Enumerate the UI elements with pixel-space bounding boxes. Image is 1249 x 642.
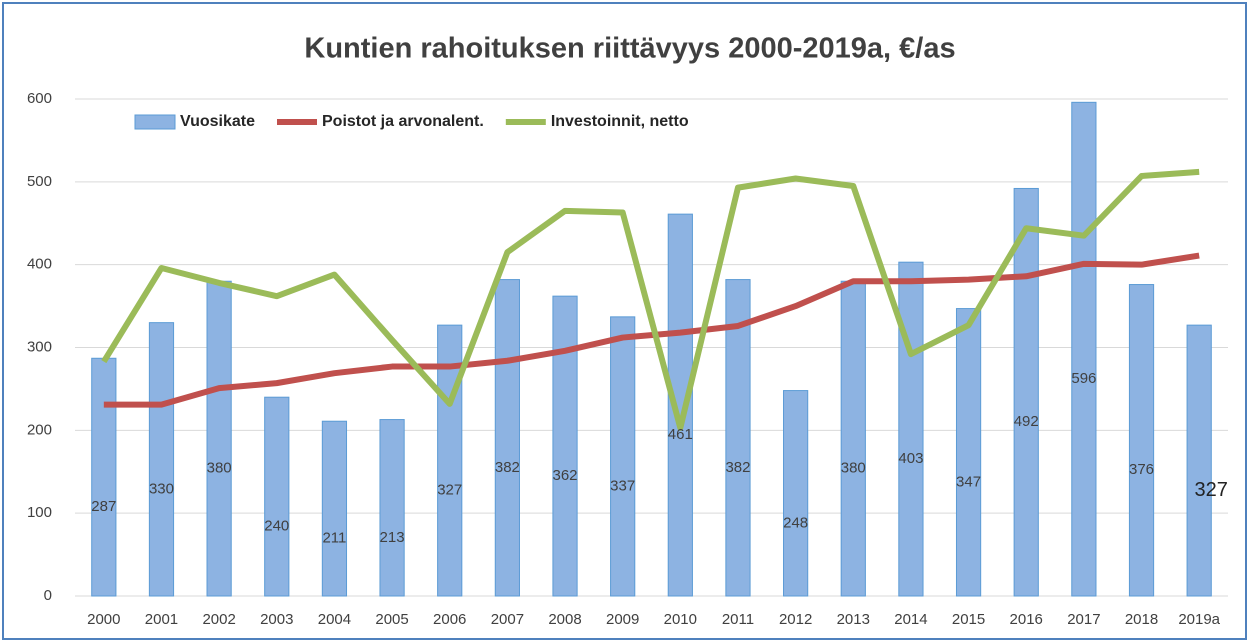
x-tick-label: 2010 [664, 611, 697, 628]
y-tick-label: 0 [44, 587, 52, 604]
bar [494, 279, 520, 597]
x-tick-label: 2013 [837, 611, 870, 628]
x-tick-label: 2008 [548, 611, 581, 628]
legend-swatch [134, 114, 176, 130]
bar [206, 280, 232, 597]
x-tick-label: 2004 [318, 611, 351, 628]
bar [955, 308, 982, 597]
data-label: 287 [91, 498, 116, 515]
bar [91, 357, 117, 597]
data-label: 382 [725, 459, 750, 476]
data-label: 596 [1071, 370, 1096, 387]
data-label: 327 [437, 482, 462, 499]
data-label: 248 [783, 514, 808, 531]
data-label: 211 [322, 530, 346, 547]
data-label: 327 [1194, 479, 1227, 501]
bar [1071, 101, 1097, 597]
data-label: 362 [553, 467, 578, 484]
x-tick-label: 2011 [722, 611, 754, 628]
bar [610, 316, 636, 597]
data-label: 376 [1129, 461, 1154, 478]
bar [898, 261, 924, 597]
data-label: 213 [380, 529, 405, 546]
y-tick-label: 300 [27, 338, 52, 355]
x-tick-label: 2007 [491, 611, 524, 628]
bar [783, 390, 809, 597]
x-tick-label: 2002 [202, 611, 235, 628]
x-tick-label: 2000 [87, 611, 120, 628]
data-label: 337 [610, 477, 635, 494]
y-tick-label: 100 [27, 504, 52, 521]
legend-label: Vuosikate [180, 113, 255, 130]
bar [1186, 324, 1212, 597]
y-tick-label: 400 [27, 256, 52, 273]
bar [840, 280, 866, 597]
bar [1013, 187, 1039, 597]
bar [725, 279, 751, 597]
x-tick-label: 2016 [1010, 611, 1043, 628]
x-tick-label: 2015 [952, 611, 985, 628]
line [103, 252, 1200, 408]
x-tick-label: 2017 [1067, 611, 1100, 628]
data-label: 330 [149, 480, 174, 497]
data-label: 240 [264, 518, 289, 535]
bar [437, 324, 463, 597]
x-tick-label: 2019a [1178, 611, 1220, 628]
data-label: 380 [841, 460, 866, 477]
legend-label: Poistot ja arvonalent. [322, 113, 484, 130]
x-tick-label: 2014 [894, 611, 927, 628]
data-label: 380 [207, 460, 232, 477]
x-tick-label: 2018 [1125, 611, 1158, 628]
x-tick-label: 2001 [145, 611, 178, 628]
data-label: 461 [668, 426, 693, 443]
data-label: 347 [956, 473, 981, 490]
x-tick-label: 2006 [433, 611, 466, 628]
bar [264, 396, 290, 597]
data-label: 403 [898, 450, 923, 467]
legend-label: Investoinnit, netto [551, 113, 689, 130]
bar [148, 322, 175, 597]
data-label: 492 [1014, 413, 1039, 430]
bar [379, 419, 405, 597]
y-tick-label: 600 [27, 90, 52, 107]
bar [552, 295, 578, 597]
data-label: 382 [495, 459, 520, 476]
line [101, 168, 1200, 431]
x-tick-label: 2012 [779, 611, 812, 628]
y-tick-label: 500 [27, 173, 52, 190]
x-tick-label: 2005 [375, 611, 408, 628]
x-tick-label: 2003 [260, 611, 293, 628]
x-tick-label: 2009 [606, 611, 639, 628]
bar [321, 420, 348, 597]
bar [1128, 284, 1155, 597]
y-tick-label: 200 [27, 421, 52, 438]
chart-title: Kuntien rahoituksen riittävyys 2000-2019… [304, 33, 955, 65]
